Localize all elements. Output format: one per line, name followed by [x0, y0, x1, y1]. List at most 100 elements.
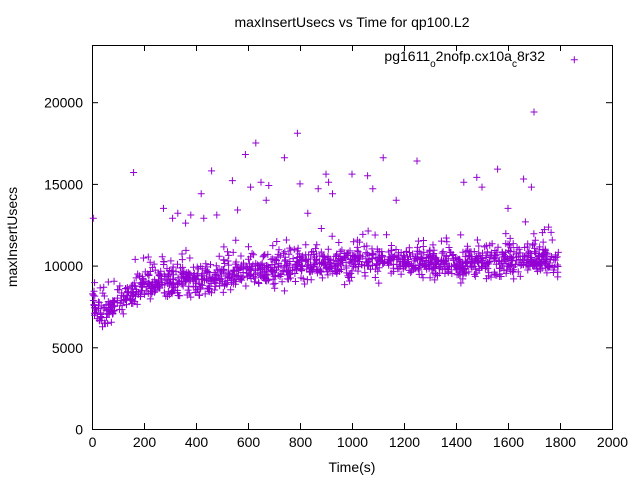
- data-point: [356, 253, 364, 261]
- data-point: [310, 263, 318, 271]
- legend-label: pg1611o2nofp.cx10ac8r32: [384, 48, 545, 70]
- data-point: [246, 266, 254, 274]
- data-point: [276, 252, 284, 260]
- data-point: [502, 230, 510, 238]
- data-point: [321, 260, 329, 268]
- data-point: [513, 243, 521, 251]
- data-point: [444, 267, 452, 275]
- data-point: [166, 291, 174, 299]
- x-tick-label: 2000: [597, 434, 628, 450]
- chart-title: maxInsertUsecs vs Time for qp100.L2: [235, 14, 470, 30]
- data-point: [418, 261, 426, 269]
- data-point: [490, 268, 498, 276]
- data-point: [539, 251, 547, 259]
- data-point: [459, 265, 467, 273]
- data-point: [178, 250, 186, 258]
- data-point: [158, 253, 166, 261]
- data-point: [224, 248, 232, 256]
- data-point-outlier: [182, 219, 190, 227]
- data-point: [411, 253, 419, 261]
- data-point: [396, 257, 404, 265]
- data-point: [215, 252, 223, 260]
- data-point: [341, 281, 349, 289]
- data-point: [127, 295, 135, 303]
- data-point: [420, 248, 428, 256]
- data-point: [207, 261, 215, 269]
- data-point: [101, 319, 109, 327]
- data-point: [264, 262, 272, 270]
- data-point-outlier: [304, 209, 312, 217]
- data-point: [165, 279, 173, 287]
- data-point: [184, 274, 192, 282]
- data-point: [499, 253, 507, 261]
- data-point: [97, 302, 105, 310]
- data-point: [216, 282, 224, 290]
- data-point: [280, 287, 288, 295]
- data-point: [174, 274, 182, 282]
- data-point: [204, 277, 212, 285]
- data-point: [452, 266, 460, 274]
- data-point: [264, 271, 272, 279]
- data-point: [446, 248, 454, 256]
- data-point: [100, 292, 108, 300]
- data-point: [419, 274, 427, 282]
- data-point: [99, 323, 107, 331]
- data-point: [263, 277, 271, 285]
- data-point: [148, 290, 156, 298]
- data-point: [371, 231, 379, 239]
- data-point: [289, 255, 297, 263]
- data-point: [298, 262, 306, 270]
- data-point: [123, 301, 131, 309]
- data-point: [118, 291, 126, 299]
- data-point: [301, 280, 309, 288]
- data-point: [260, 252, 268, 260]
- data-point: [488, 249, 496, 257]
- data-point-outlier: [520, 175, 528, 183]
- data-point: [91, 310, 99, 318]
- data-point: [285, 250, 293, 258]
- data-point: [353, 243, 361, 251]
- data-point: [506, 234, 514, 242]
- data-point: [436, 263, 444, 271]
- data-point: [269, 280, 277, 288]
- data-point: [493, 251, 501, 259]
- data-point: [526, 262, 534, 270]
- data-point: [332, 262, 340, 270]
- data-point: [346, 277, 354, 285]
- data-point: [288, 266, 296, 274]
- data-point: [220, 281, 228, 289]
- data-point: [195, 280, 203, 288]
- data-point: [512, 257, 520, 265]
- data-point: [397, 270, 405, 278]
- data-point-outlier: [504, 204, 512, 212]
- data-point: [312, 255, 320, 263]
- data-point: [90, 301, 98, 309]
- data-point: [182, 246, 190, 254]
- data-point: [543, 269, 551, 277]
- data-point: [480, 260, 488, 268]
- data-point: [105, 301, 113, 309]
- data-point: [459, 275, 467, 283]
- data-point: [477, 255, 485, 263]
- data-point: [345, 274, 353, 282]
- data-point: [319, 260, 327, 268]
- data-point: [405, 244, 413, 252]
- data-point: [491, 271, 499, 279]
- data-point: [325, 264, 333, 272]
- data-point: [104, 278, 112, 286]
- data-point: [363, 242, 371, 250]
- data-point: [336, 255, 344, 263]
- data-point: [463, 242, 471, 250]
- data-point: [373, 245, 381, 253]
- data-point: [524, 266, 532, 274]
- data-point: [335, 239, 343, 247]
- data-point: [184, 286, 192, 294]
- data-point: [548, 236, 556, 244]
- data-point: [176, 264, 184, 272]
- data-point: [429, 241, 437, 249]
- data-point: [174, 260, 182, 268]
- data-point: [543, 249, 551, 257]
- data-point: [268, 255, 276, 263]
- data-point: [433, 272, 441, 280]
- data-point: [531, 248, 539, 256]
